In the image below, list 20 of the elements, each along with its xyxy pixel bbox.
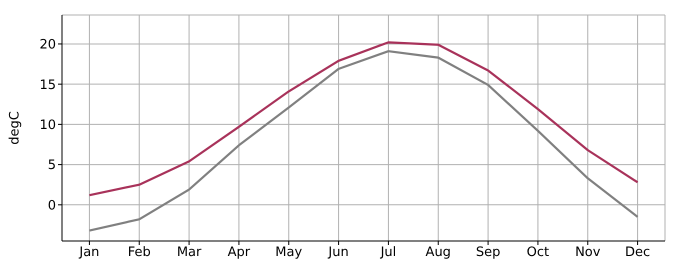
y-tick-label: 15	[39, 78, 56, 93]
x-tick-label: Jun	[327, 245, 349, 260]
x-tick-label: May	[275, 245, 302, 260]
y-tick-label: 5	[48, 158, 56, 174]
y-axis-title: degC	[8, 111, 23, 145]
x-tick-label: Oct	[526, 245, 550, 260]
y-tick-label: 20	[39, 38, 56, 53]
x-tick-label: Mar	[176, 245, 202, 260]
x-tick-label: Feb	[128, 245, 151, 260]
line-series	[88, 41, 639, 196]
x-tick-label: Apr	[228, 245, 251, 260]
y-tick-label: 10	[39, 118, 56, 133]
x-tick-label: Jul	[380, 245, 396, 260]
y-tick-label: 0	[48, 198, 56, 214]
x-tick-label: Aug	[426, 245, 451, 260]
x-tick-label: Dec	[625, 245, 650, 260]
x-tick-label: Jan	[78, 245, 100, 260]
x-tick-label: Nov	[575, 245, 601, 260]
line-series	[88, 50, 639, 232]
x-tick-label: Sep	[476, 245, 500, 260]
